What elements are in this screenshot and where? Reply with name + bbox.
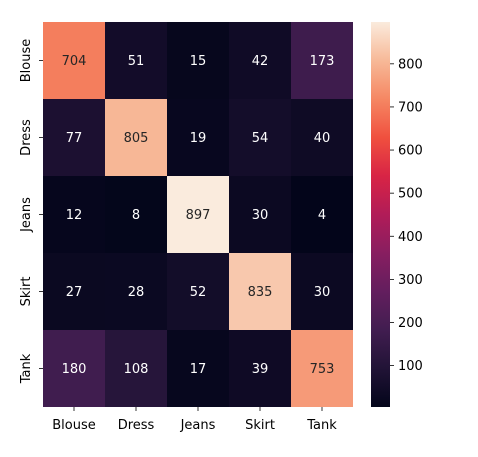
- colorbar-tick-label: 100: [398, 359, 423, 374]
- heatmap-cell-dress-tank: [291, 99, 353, 176]
- cell-value-label: 805: [124, 131, 149, 146]
- heatmap-cell-skirt-tank: [291, 253, 353, 330]
- y-tick-label: Blouse: [19, 39, 34, 83]
- colorbar-tick-label: 600: [398, 144, 423, 159]
- heatmap-cell-skirt-blouse: [43, 253, 105, 330]
- heatmap-cell-skirt-dress: [105, 253, 167, 330]
- y-tick-label: Skirt: [19, 277, 34, 307]
- heatmap-cell-jeans-skirt: [229, 176, 291, 253]
- x-tick-label: Dress: [118, 418, 155, 433]
- heatmap-cells: 704 51 15 42 173 77 805 19 54 40 12 8 897 30 4 27 28 52 83…: [43, 22, 353, 407]
- colorbar: 100 200 300 400 500 600 700 800: [371, 22, 423, 407]
- cell-value-label: 19: [190, 131, 207, 146]
- heatmap-cell-skirt-skirt: [229, 253, 291, 330]
- x-tick-label: Jeans: [180, 418, 216, 433]
- cell-value-label: 52: [190, 285, 207, 300]
- cell-value-label: 27: [66, 285, 83, 300]
- heatmap-cell-blouse-blouse: [43, 22, 105, 99]
- heatmap-cell-tank-skirt: [229, 330, 291, 407]
- heatmap-cell-jeans-tank: [291, 176, 353, 253]
- heatmap-cell-blouse-dress: [105, 22, 167, 99]
- heatmap-cell-blouse-tank: [291, 22, 353, 99]
- heatmap-cell-blouse-jeans: [167, 22, 229, 99]
- cell-value-label: 30: [252, 208, 269, 223]
- cell-value-label: 835: [248, 285, 273, 300]
- x-tick-label: Blouse: [52, 418, 96, 433]
- cell-value-label: 30: [314, 285, 331, 300]
- heatmap-cell-jeans-dress: [105, 176, 167, 253]
- cell-value-label: 753: [310, 362, 335, 377]
- heatmap-cell-jeans-jeans: [167, 176, 229, 253]
- heatmap-cell-dress-jeans: [167, 99, 229, 176]
- cell-value-label: 77: [66, 131, 83, 146]
- colorbar-tick-label: 700: [398, 100, 423, 115]
- heatmap-cell-tank-jeans: [167, 330, 229, 407]
- cell-value-label: 12: [66, 208, 83, 223]
- cell-value-label: 180: [62, 362, 87, 377]
- cell-value-label: 39: [252, 362, 269, 377]
- heatmap-cell-dress-blouse: [43, 99, 105, 176]
- cell-value-label: 51: [128, 54, 145, 69]
- colorbar-tick-label: 300: [398, 273, 423, 288]
- cell-value-label: 4: [318, 208, 326, 223]
- heatmap-cell-skirt-jeans: [167, 253, 229, 330]
- cell-value-label: 173: [310, 54, 335, 69]
- cell-value-label: 8: [132, 208, 140, 223]
- cell-value-label: 28: [128, 285, 145, 300]
- y-tick-label: Tank: [19, 353, 34, 384]
- cell-value-label: 108: [124, 362, 149, 377]
- x-tick-label: Skirt: [245, 418, 275, 433]
- y-tick-label: Jeans: [19, 197, 34, 233]
- cell-value-label: 15: [190, 54, 207, 69]
- cell-value-label: 40: [314, 131, 331, 146]
- heatmap-cell-tank-blouse: [43, 330, 105, 407]
- y-tick-label: Dress: [19, 119, 34, 156]
- cell-value-label: 17: [190, 362, 207, 377]
- colorbar-gradient: [371, 22, 390, 407]
- heatmap-cell-dress-skirt: [229, 99, 291, 176]
- colorbar-tick-label: 800: [398, 57, 423, 72]
- cell-value-label: 54: [252, 131, 269, 146]
- heatmap-cell-blouse-skirt: [229, 22, 291, 99]
- colorbar-tick-label: 400: [398, 230, 423, 245]
- x-axis: Blouse Dress Jeans Skirt Tank: [52, 407, 337, 433]
- x-tick-label: Tank: [306, 418, 337, 433]
- heatmap-cell-dress-dress: [105, 99, 167, 176]
- colorbar-tick-label: 500: [398, 187, 423, 202]
- heatmap-cell-tank-tank: [291, 330, 353, 407]
- colorbar-tick-label: 200: [398, 316, 423, 331]
- cell-value-label: 42: [252, 54, 269, 69]
- heatmap-cell-jeans-blouse: [43, 176, 105, 253]
- y-axis: Blouse Dress Jeans Skirt Tank: [19, 39, 43, 384]
- cell-value-label: 704: [62, 54, 87, 69]
- cell-value-label: 897: [186, 208, 211, 223]
- heatmap-cell-tank-dress: [105, 330, 167, 407]
